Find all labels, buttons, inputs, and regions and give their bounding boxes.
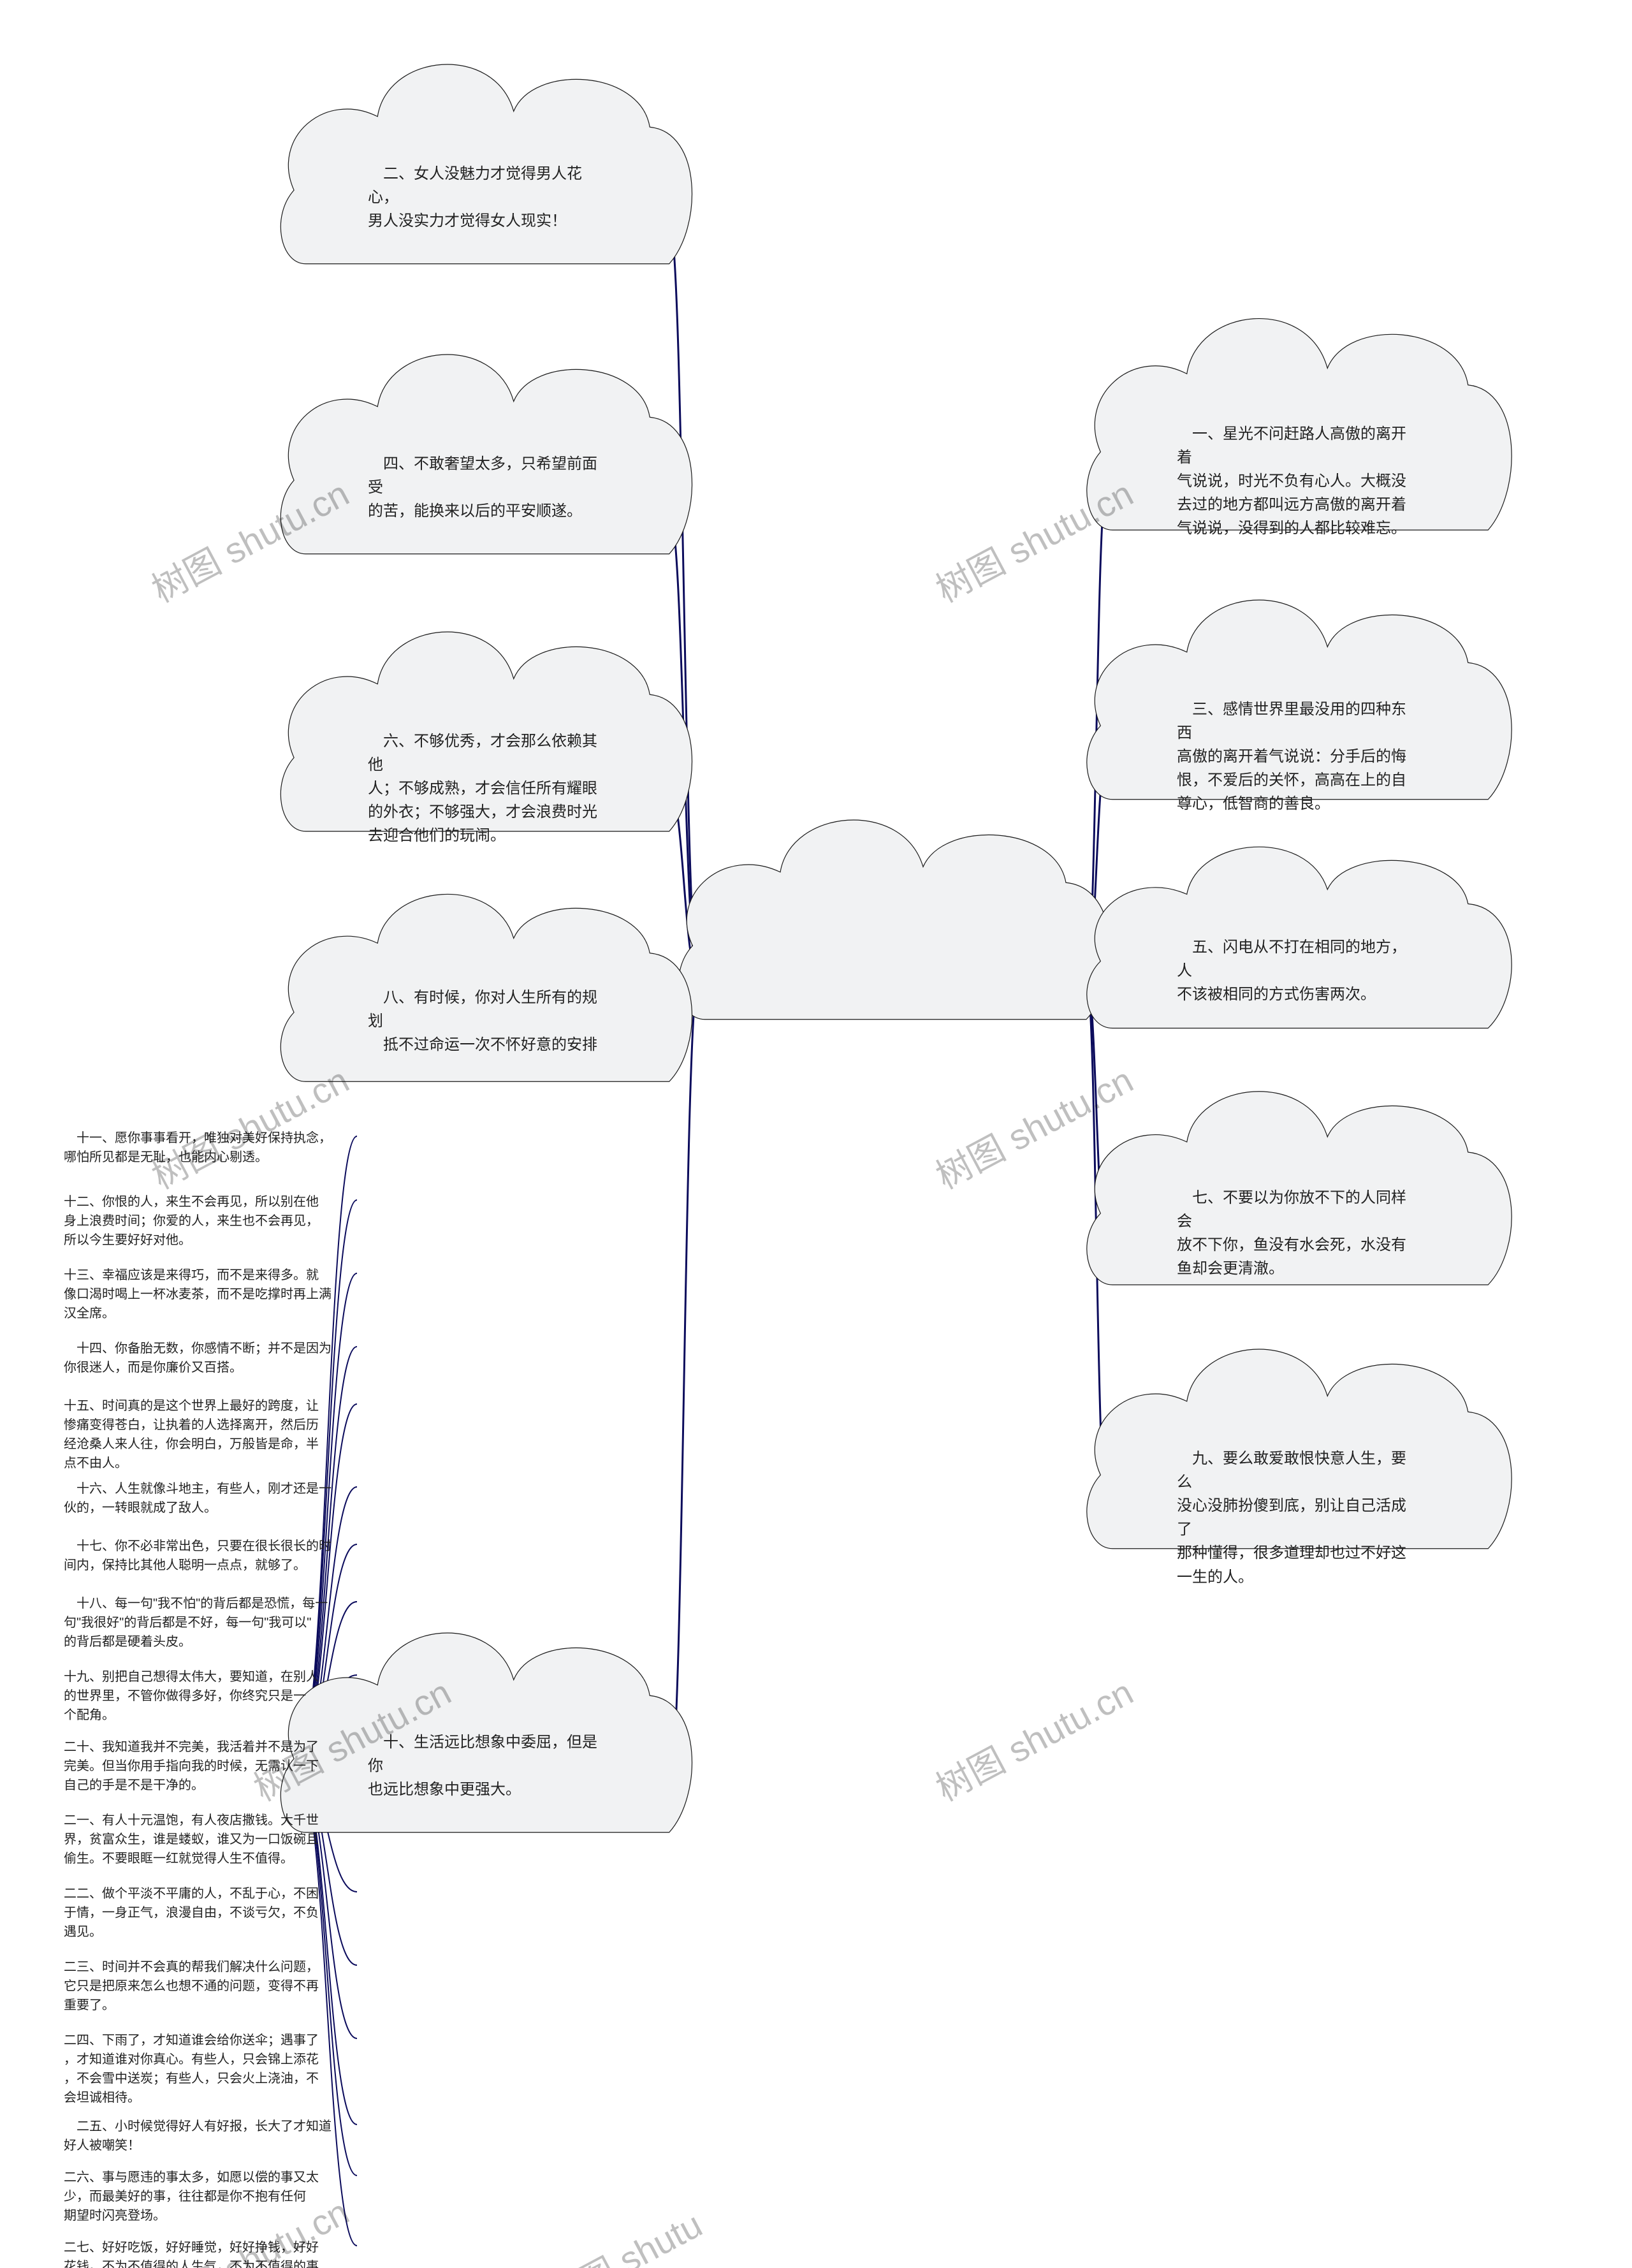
- cloud-text: 八、有时候，你对人生所有的规划 抵不过命运一次不怀好意的安排: [368, 986, 601, 1057]
- list-item: 二七、好好吃饭，好好睡觉，好好挣钱，好好 花钱。不为不值得的人生气，不为不值得的…: [64, 2238, 357, 2268]
- list-item: 十五、时间真的是这个世界上最好的跨度，让 惨痛变得苍白，让执着的人选择离开，然后…: [64, 1396, 357, 1473]
- list-item: 二二、做个平淡不平庸的人，不乱于心，不困 于情，一身正气，浪漫自由，不谈亏欠，不…: [64, 1884, 357, 1942]
- list-item: 二一、有人十元温饱，有人夜店撒钱。大千世 界，贫富众生，谁是蝼蚁，谁又为一口饭碗…: [64, 1811, 357, 1868]
- list-item: 十二、你恨的人，来生不会再见，所以别在他 身上浪费时间；你爱的人，来生也不会再见…: [64, 1192, 357, 1250]
- cloud-text: 十、生活远比想象中委屈，但是你 也远比想象中更强大。: [368, 1730, 601, 1802]
- list-item: 十四、你备胎无数，你感情不断；并不是因为 你很迷人，而是你廉价又百搭。: [64, 1339, 357, 1377]
- cloud-node: [679, 820, 1111, 1020]
- list-item: 二四、下雨了，才知道谁会给你送伞；遇事了 ，才知道谁对你真心。有些人，只会锦上添…: [64, 2031, 357, 2107]
- list-item: 二三、时间并不会真的帮我们解决什么问题， 它只是把原来怎么也想不通的问题，变得不…: [64, 1957, 357, 2015]
- list-item: 十一、愿你事事看开，唯独对美好保持执念， 哪怕所见都是无耻，也能内心剔透。: [64, 1129, 357, 1167]
- list-item: 二十、我知道我并不完美，我活着并不是为了 完美。但当你用手指向我的时候，无需认一…: [64, 1738, 357, 1795]
- list-item: 十九、别把自己想得太伟大，要知道，在别人 的世界里，不管你做得多好，你终究只是一…: [64, 1667, 357, 1725]
- list-item: 十三、幸福应该是来得巧，而不是来得多。就 像口渴时喝上一杯冰麦茶，而不是吃撑时再…: [64, 1266, 357, 1323]
- cloud-text: 六、不够优秀，才会那么依赖其他 人；不够成熟，才会信任所有耀眼 的外衣；不够强大…: [368, 729, 601, 848]
- list-item: 十七、你不必非常出色，只要在很长很长的时 间内，保持比其他人聪明一点点，就够了。: [64, 1537, 357, 1575]
- cloud-text: 三、感情世界里最没用的四种东西 高傲的离开着气说说：分手后的悔 恨，不爱后的关怀…: [1177, 698, 1418, 816]
- cloud-text: 四、不敢奢望太多，只希望前面受 的苦，能换来以后的平安顺遂。: [368, 452, 601, 523]
- list-item: 二六、事与愿违的事太多，如愿以偿的事又太 少，而最美好的事，往往都是你不抱有任何…: [64, 2168, 357, 2225]
- list-item: 十八、每一句"我不怕"的背后都是恐慌，每一 句"我很好"的背后都是不好，每一句"…: [64, 1594, 357, 1651]
- cloud-text: 一、星光不问赶路人高傲的离开着 气说说，时光不负有心人。大概没 去过的地方都叫远…: [1177, 422, 1418, 541]
- cloud-text: 二、女人没魅力才觉得男人花心， 男人没实力才觉得女人现实！: [368, 162, 601, 233]
- cloud-text: 五、闪电从不打在相同的地方，人 不该被相同的方式伤害两次。: [1177, 935, 1418, 1007]
- cloud-text: 七、不要以为你放不下的人同样会 放不下你，鱼没有水会死，水没有 鱼却会更清澈。: [1177, 1186, 1418, 1281]
- list-item: 十六、人生就像斗地主，有些人，刚才还是一 伙的，一转眼就成了敌人。: [64, 1479, 357, 1518]
- cloud-text: 九、要么敢爱敢恨快意人生，要么 没心没肺扮傻到底，别让自己活成了 那种懂得，很多…: [1177, 1447, 1418, 1589]
- list-item: 二五、小时候觉得好人有好报，长大了才知道 好人被嘲笑！: [64, 2117, 357, 2155]
